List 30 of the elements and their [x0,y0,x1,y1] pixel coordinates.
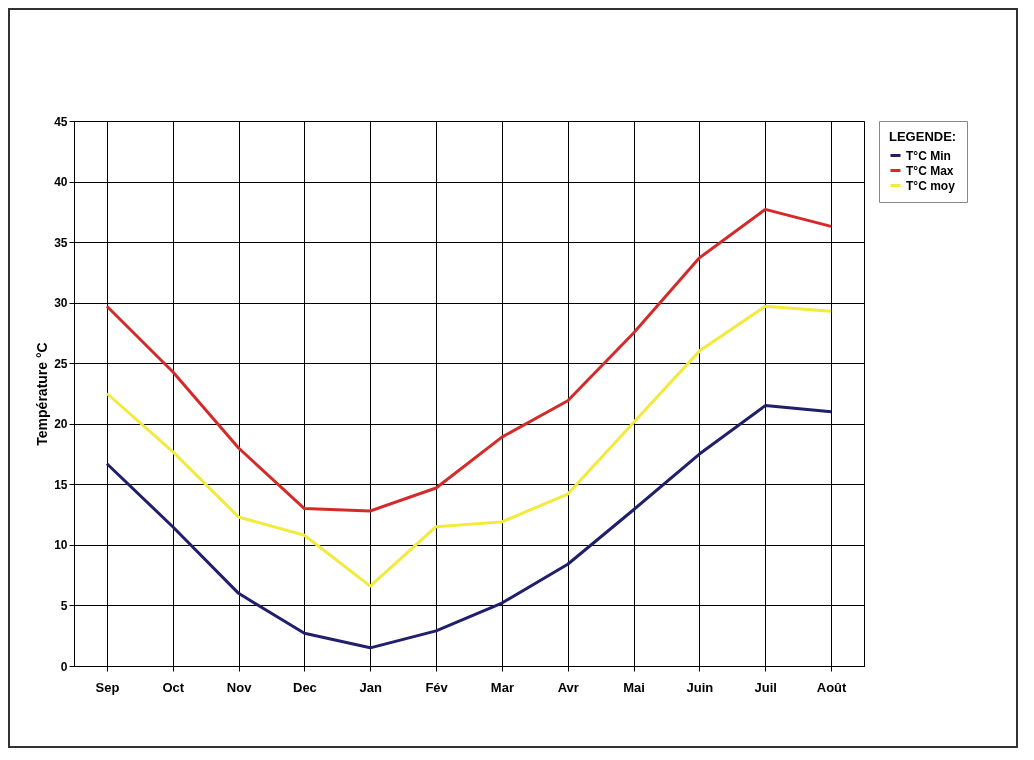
x-tick-label: Nov [226,679,253,695]
y-tick-label: 15 [54,477,68,492]
x-tick-label: Jan [359,679,383,695]
y-tick-label: 40 [54,175,68,190]
y-tick-label: 0 [60,659,68,674]
y-tick-label: 30 [54,296,68,311]
x-tick-label: Avr [557,679,579,695]
x-tick-label: Mai [623,679,645,695]
legend-label: T°C Max [906,163,954,178]
y-tick-label: 20 [54,417,68,432]
line-series [105,304,833,588]
legend-title: LEGENDE: [889,129,957,144]
x-tick-label: Mar [490,679,514,695]
legend-label: T°C moy [906,178,956,193]
y-tick-label: 45 [54,114,68,129]
x-tick-label: Oct [162,679,185,695]
line-series [105,404,833,650]
x-tick-label: Juin [686,679,714,695]
x-tick-label: Juil [754,679,777,695]
y-tick-label: 35 [54,235,68,250]
x-tick-label: Dec [292,679,317,695]
line-series [105,207,833,513]
y-axis-title: Température °C [34,342,51,446]
x-tick-label: Fév [425,679,449,695]
x-tick-label: Sep [95,679,120,695]
y-tick-label: 25 [54,356,68,371]
y-tick-label: 5 [60,598,68,613]
y-tick-label: 10 [54,538,68,553]
x-tick-label: Août [816,679,848,695]
legend-label: T°C Min [906,148,951,163]
